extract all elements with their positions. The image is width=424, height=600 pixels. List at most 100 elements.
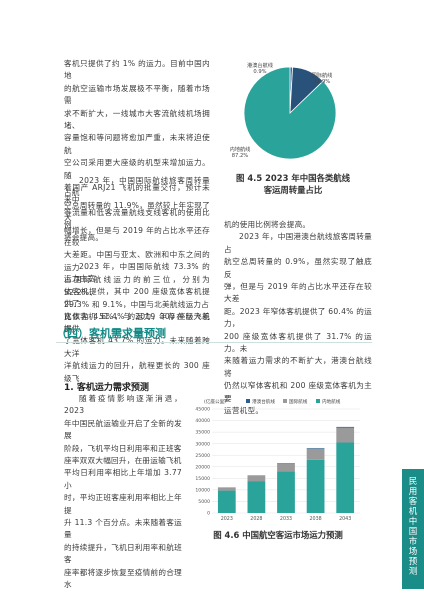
text-line: 平均日利用率相比上年增加 3.77 小 bbox=[64, 468, 182, 490]
text-line: 容量饱和等问题将愈加严重，未来将迫使航 bbox=[64, 133, 210, 155]
text-line: 200 座级宽体客机提供了 31.7% 的运力。未 bbox=[224, 331, 372, 354]
pie-label-hkmt-pct: 0.9% bbox=[253, 69, 266, 75]
text-line: 占国际航线运力的前三位，分别为 52.2%、 bbox=[64, 275, 210, 297]
side-tab-char: 中 bbox=[408, 517, 418, 527]
text-line: 空总周转量的 11.9%，虽然较上年实现了大 bbox=[64, 200, 210, 223]
text-line: 客机只提供了约 1% 的运力。目前中国内地 bbox=[64, 59, 210, 81]
capacity-forecast-chart: (亿座公里) 港澳台航线 国际航线 内地航线 45000 40000 35000 30… bbox=[195, 398, 360, 522]
text-line: 弹，但是与 2019 年的占比水平还存在较大差 bbox=[224, 282, 372, 304]
y-tick-label: 0 bbox=[207, 511, 210, 517]
bar-2038-series-2 bbox=[306, 459, 325, 513]
legend-swatch-domestic bbox=[316, 399, 320, 403]
bar-2028-series-2 bbox=[247, 481, 266, 513]
pie-slice-2 bbox=[243, 66, 337, 160]
bar-2028-series-1 bbox=[247, 476, 266, 482]
bar-2038-series-1 bbox=[306, 448, 325, 460]
widebody-paragraph: 2023 年，中国国际航线 73.3% 的运力由宽 体客机提供，其中 200 座… bbox=[64, 261, 210, 385]
text-line: 求不断扩大，一线城市大客流航线机场拥堵、 bbox=[64, 108, 210, 131]
bar-2023-series-2 bbox=[217, 490, 236, 513]
y-tick-label: 15000 bbox=[195, 476, 210, 482]
text-line: 2023 年，中国国际航线 73.3% 的运力由宽 bbox=[64, 262, 210, 284]
y-tick-label: 10000 bbox=[195, 487, 210, 493]
section-divider bbox=[56, 342, 372, 343]
chart-legend: 港澳台航线 国际航线 内地航线 bbox=[246, 398, 341, 405]
text-line: 比仅为 4.6%，与 2019 年存在巨大差距。 bbox=[64, 312, 210, 334]
text-line: 2023 年，中国国际航线旅客周转量占航 bbox=[64, 176, 210, 198]
y-tick-label: 40000 bbox=[195, 418, 210, 424]
y-tick-label: 25000 bbox=[195, 453, 210, 459]
pie-caption-line2: 客运周转量占比 bbox=[263, 185, 323, 195]
side-tab-char: 用 bbox=[408, 487, 418, 497]
pie-slices bbox=[243, 66, 337, 160]
text-line: 升 11.3 个百分点。未来随着客运量 bbox=[64, 518, 182, 540]
text-line: 机的使用比例将会提高。 bbox=[224, 220, 311, 229]
legend-label-hkmt: 港澳台航线 bbox=[252, 398, 275, 405]
legend-label-intl: 国际航线 bbox=[289, 398, 308, 405]
hkmt-routes-paragraph: 机的使用比例将会提高。 2023 年，中国港澳台航线旅客周转量占 航空总周转量的… bbox=[224, 219, 372, 418]
side-tab-char: 民 bbox=[408, 477, 418, 487]
bar-2043-series-1 bbox=[336, 427, 355, 443]
text-line: 阶段，飞机平均日利用率和正班客 bbox=[64, 443, 182, 453]
bar-2033-series-1 bbox=[277, 463, 295, 472]
text-line: 时，平均正班客座利用率相比上年提 bbox=[64, 493, 182, 515]
text-line: 29.3% 和 9.1%，中国与北美航线运力占 bbox=[64, 300, 210, 310]
bar-2038-series-0 bbox=[306, 448, 325, 449]
chart-bars bbox=[217, 426, 355, 513]
capacity-demand-paragraph: 随着疫情影响逐渐消退，2023 年中国民航运输业开启了全新的发展 阶段，飞机平均… bbox=[64, 393, 182, 592]
text-line: 年中国民航运输业开启了全新的发展 bbox=[64, 418, 182, 441]
bar-2043-series-2 bbox=[336, 442, 355, 513]
text-line: 来随着运力需求的不断扩大，港澳台航线将 bbox=[224, 356, 372, 378]
pie-chart: 港澳台航线 0.9% 国际航线 11.9% 内地航线 87.2% bbox=[230, 61, 337, 160]
subsection-title: 1. 客机运力需求预测 bbox=[64, 383, 149, 393]
x-tick-label: 2038 bbox=[309, 516, 321, 522]
y-tick-label: 35000 bbox=[195, 430, 210, 436]
bar-chart-caption: 图 4.6 中国航空客运市场运力预测 bbox=[213, 530, 343, 540]
pie-label-hkmt-name: 港澳台航线 bbox=[247, 61, 273, 69]
text-line: 航空总周转量的 0.9%，虽然实现了触底反 bbox=[224, 257, 372, 279]
page-number: 13 bbox=[402, 573, 414, 582]
pie-caption: 图 4.5 2023 年中国各类航线 客运周转量占比 bbox=[218, 172, 368, 196]
text-line: 了宽体客机 43.7% 的运力。未来随着跨大洋 bbox=[64, 336, 210, 358]
chapter-side-tab: 民 用 客 机 中 国 市 场 预 测 bbox=[402, 469, 424, 589]
text-line: 等流量和低客流量航线支线客机的使用比例 bbox=[64, 207, 210, 230]
side-tab-char: 预 bbox=[408, 557, 418, 567]
bar-2023-series-1 bbox=[217, 487, 236, 491]
x-tick-label: 2023 bbox=[221, 516, 233, 522]
text-line: 着国产 ARJ21 飞机的批量交付，预计未来中 bbox=[64, 183, 210, 205]
legend-label-domestic: 内地航线 bbox=[322, 398, 341, 405]
pie-caption-line1: 图 4.5 2023 年中国各类航线 bbox=[236, 173, 350, 183]
text-line: 座率都将逐步恢复至疫情前的合理水 bbox=[64, 567, 182, 590]
text-line: 随着疫情影响逐渐消退，2023 bbox=[64, 394, 182, 416]
text-line: 体客机提供，其中 200 座级宽体客机提供了 bbox=[64, 286, 210, 309]
text-line: 运营机型。 bbox=[224, 406, 264, 416]
side-tab-char: 国 bbox=[408, 527, 418, 537]
side-tab-char: 测 bbox=[408, 567, 418, 577]
bar-2033-series-2 bbox=[277, 471, 295, 513]
side-tab-char: 机 bbox=[408, 507, 418, 517]
text-line: 仍然以窄体客机和 200 座级宽体客机为主要 bbox=[224, 381, 372, 403]
bar-2033-series-0 bbox=[277, 463, 295, 464]
international-routes-paragraph: 2023 年，中国国际航线旅客周转量占航 空总周转量的 11.9%，虽然较上年实… bbox=[64, 175, 210, 336]
bar-2043-series-0 bbox=[336, 426, 355, 428]
text-line: 距。2023 年窄体客机提供了 60.4% 的运力， bbox=[224, 306, 372, 329]
section-title: （四）客机需求量预测 bbox=[56, 327, 166, 340]
intro-paragraph: 客机只提供了约 1% 的运力。目前中国内地 的航空运输市场发展极不平衡，随着市场… bbox=[64, 58, 210, 244]
text-line: 的持续提升，飞机日利用率和航班客 bbox=[64, 542, 182, 565]
chart-ylabel: (亿座公里) bbox=[204, 398, 226, 405]
x-tick-label: 2043 bbox=[339, 516, 351, 522]
text-line: 的航空运输市场发展极不平衡，随着市场需 bbox=[64, 83, 210, 106]
pie-label-domestic-name: 内地航线 bbox=[230, 145, 251, 153]
x-tick-label: 2028 bbox=[250, 516, 262, 522]
legend-swatch-intl bbox=[283, 399, 287, 403]
legend-swatch-hkmt bbox=[246, 399, 250, 403]
side-tab-char: 市 bbox=[408, 537, 418, 547]
text-line: 宽体客机 51.4% 的运力，300 座级飞机提供 bbox=[64, 311, 210, 334]
text-line: 洋航线运力的回升，航程更长的 300 座级飞 bbox=[64, 361, 210, 383]
text-line: 空公司采用更大座级的机型来增加运力。随 bbox=[64, 158, 210, 180]
text-line: 座率双双大幅回升，在册运输飞机 bbox=[64, 456, 182, 466]
pie-label-domestic-pct: 87.2% bbox=[232, 153, 249, 159]
text-line: 2023 年，中国港澳台航线旅客周转量占 bbox=[224, 232, 372, 254]
pie-label-intl-pct: 11.9% bbox=[314, 79, 331, 85]
chart-y-ticks: 45000 40000 35000 30000 25000 20000 15000 10000… bbox=[195, 407, 210, 517]
side-tab-char: 场 bbox=[408, 547, 418, 557]
